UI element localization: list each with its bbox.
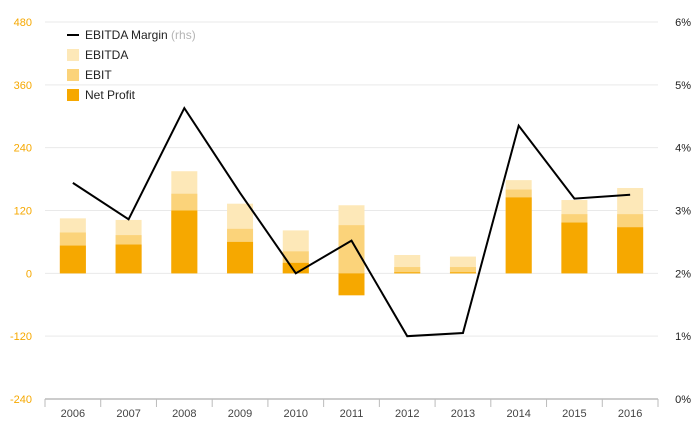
legend: EBITDA Margin (rhs) EBITDA EBIT Net Profit (67, 28, 196, 102)
legend-swatch-ebitda (67, 49, 79, 61)
x-tick-label: 2008 (172, 408, 196, 420)
x-tick-label: 2015 (562, 408, 586, 420)
axes: 480 6% 360 5% 240 4% 120 3% 0 2% -120 1% -240 0% 2006 2… (10, 17, 691, 420)
legend-label-rhs: (rhs) (171, 28, 196, 42)
legend-label-ebitda-margin: EBITDA Margin (rhs) (85, 28, 196, 42)
y-left-tick-label: 360 (14, 80, 32, 92)
y-right-tick-label: 3% (675, 206, 691, 218)
y-right-tick-label: 0% (675, 394, 691, 406)
y-left-tick-label: 0 (26, 268, 32, 280)
bar-net-profit (449, 272, 476, 274)
legend-label-ebit: EBIT (85, 68, 112, 82)
y-right-tick-label: 4% (675, 143, 691, 155)
y-left-tick-label: 120 (14, 206, 32, 218)
x-tick-label: 2006 (61, 408, 85, 420)
bar-net-profit (394, 272, 421, 274)
y-right-tick-label: 6% (675, 17, 691, 29)
line-ebitda-margin (72, 106, 631, 338)
bar-net-profit (617, 227, 644, 274)
x-tick-label: 2014 (506, 408, 530, 420)
x-tick-label: 2016 (618, 408, 642, 420)
bar-ebit (449, 267, 476, 274)
bar-net-profit (227, 241, 254, 274)
legend-swatch-ebit (67, 69, 79, 81)
y-left-tick-label: 240 (14, 143, 32, 155)
bar-net-profit (505, 197, 532, 274)
x-tick-label: 2010 (284, 408, 308, 420)
x-tick-label: 2007 (116, 408, 140, 420)
y-right-tick-label: 5% (675, 80, 691, 92)
line-series (72, 106, 631, 338)
bar-ebit (338, 225, 365, 274)
x-tick-label: 2012 (395, 408, 419, 420)
y-left-tick-label: -120 (10, 331, 32, 343)
y-left-tick-label: -240 (10, 394, 32, 406)
bar-net-profit (282, 262, 309, 274)
x-tick-label: 2011 (340, 408, 364, 420)
y-right-tick-label: 1% (675, 331, 691, 343)
legend-label-ebitda: EBITDA (85, 48, 128, 62)
x-tick-label: 2009 (228, 408, 252, 420)
bar-net-profit (338, 273, 365, 296)
y-left-tick-label: 480 (14, 17, 32, 29)
bar-net-profit (115, 244, 142, 274)
bar-ebit (394, 267, 421, 274)
legend-swatch-net-profit (67, 89, 79, 101)
bar-net-profit (561, 222, 588, 274)
y-right-tick-label: 2% (675, 268, 691, 280)
legend-label-net-profit: Net Profit (85, 88, 136, 102)
bar-net-profit (171, 210, 198, 274)
bar-series (59, 171, 644, 296)
bar-net-profit (59, 245, 86, 274)
x-tick-label: 2013 (451, 408, 475, 420)
